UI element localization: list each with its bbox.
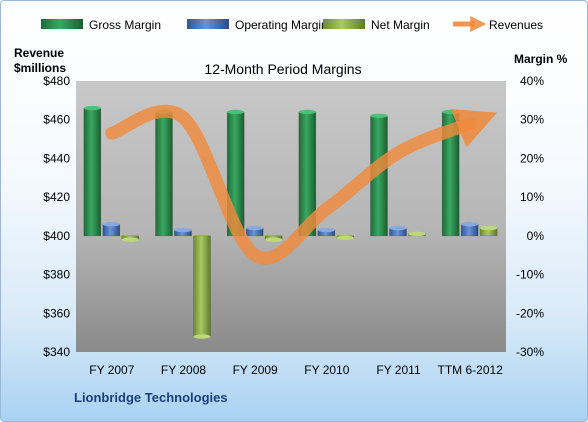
legend-label-gross-margin: Gross Margin (89, 18, 161, 32)
operating-margin-bar-cap (174, 227, 192, 233)
left-tick-label: $380 (43, 268, 70, 282)
left-axis-title-line1: Revenue (14, 46, 64, 60)
x-tick-label: FY 2009 (233, 363, 278, 377)
left-tick-label: $420 (43, 190, 70, 204)
legend-swatch-net-margin (323, 19, 365, 29)
net-margin-bar-cap (265, 237, 283, 242)
operating-margin-bar-cap (317, 227, 335, 233)
gross-margin-bar-cap (442, 109, 460, 115)
gross-margin-bar-cap (83, 105, 101, 111)
plot-area (76, 81, 506, 352)
operating-margin-bar-cap (389, 225, 407, 231)
right-tick-label: -20% (516, 306, 544, 320)
left-tick-label: $440 (43, 151, 70, 165)
left-tick-label: $360 (43, 306, 70, 320)
left-axis-ticks: $340 $360 $380 $400 $420 $440 $460 $480 (43, 74, 70, 359)
net-margin-bar-cap (480, 225, 498, 231)
left-tick-label: $460 (43, 113, 70, 127)
right-tick-label: 30% (520, 113, 544, 127)
net-margin-bar (193, 235, 211, 337)
right-tick-label: 40% (520, 74, 544, 88)
company-name: Lionbridge Technologies (74, 390, 228, 405)
gross-margin-bar (155, 111, 173, 237)
legend-label-revenues: Revenues (489, 18, 543, 32)
legend-label-net-margin: Net Margin (371, 18, 430, 32)
right-tick-label: 10% (520, 190, 544, 204)
x-tick-label: FY 2007 (89, 363, 134, 377)
gross-margin-bar-cap (227, 109, 245, 115)
operating-margin-bar-cap (461, 222, 479, 227)
gross-margin-bar-cap (370, 113, 388, 119)
left-axis-title-line2: $millions (14, 61, 66, 75)
legend-swatch-operating-margin (187, 19, 229, 29)
x-tick-label: FY 2008 (161, 363, 206, 377)
operating-margin-bar-cap (246, 225, 264, 231)
x-tick-label: FY 2010 (304, 363, 349, 377)
net-margin-bar-cap (193, 334, 211, 339)
right-tick-label: 20% (520, 151, 544, 165)
legend-swatch-gross-margin (41, 19, 83, 29)
right-axis-ticks: -30% -20% -10% 0% 10% 20% 30% 40% (516, 74, 544, 359)
chart-title: 12-Month Period Margins (204, 61, 361, 77)
right-tick-label: 0% (527, 229, 545, 243)
gross-margin-bar (83, 107, 102, 237)
gross-margin-bar-cap (298, 109, 316, 115)
x-axis-ticks: FY 2007 FY 2008 FY 2009 FY 2010 FY 2011 TTM 6… (89, 363, 503, 377)
left-tick-label: $340 (43, 345, 70, 359)
net-margin-bar-cap (408, 231, 426, 237)
right-axis-title: Margin % (514, 52, 568, 66)
legend-label-operating-margin: Operating Margin (235, 18, 328, 32)
revenue-line (105, 104, 498, 265)
bars (83, 105, 498, 339)
operating-margin-bar-cap (102, 222, 120, 227)
net-margin-bar-cap (121, 237, 139, 242)
right-tick-label: -30% (516, 345, 544, 359)
x-tick-label: FY 2011 (376, 363, 421, 377)
left-tick-label: $480 (43, 74, 70, 88)
revenue-curve (105, 104, 498, 265)
left-tick-label: $400 (43, 229, 70, 243)
right-tick-label: -10% (516, 268, 544, 282)
legend: Gross Margin Operating Margin Net Margin… (41, 15, 543, 33)
net-margin-bar-cap (336, 235, 354, 240)
x-tick-label: TTM 6-2012 (437, 363, 503, 377)
